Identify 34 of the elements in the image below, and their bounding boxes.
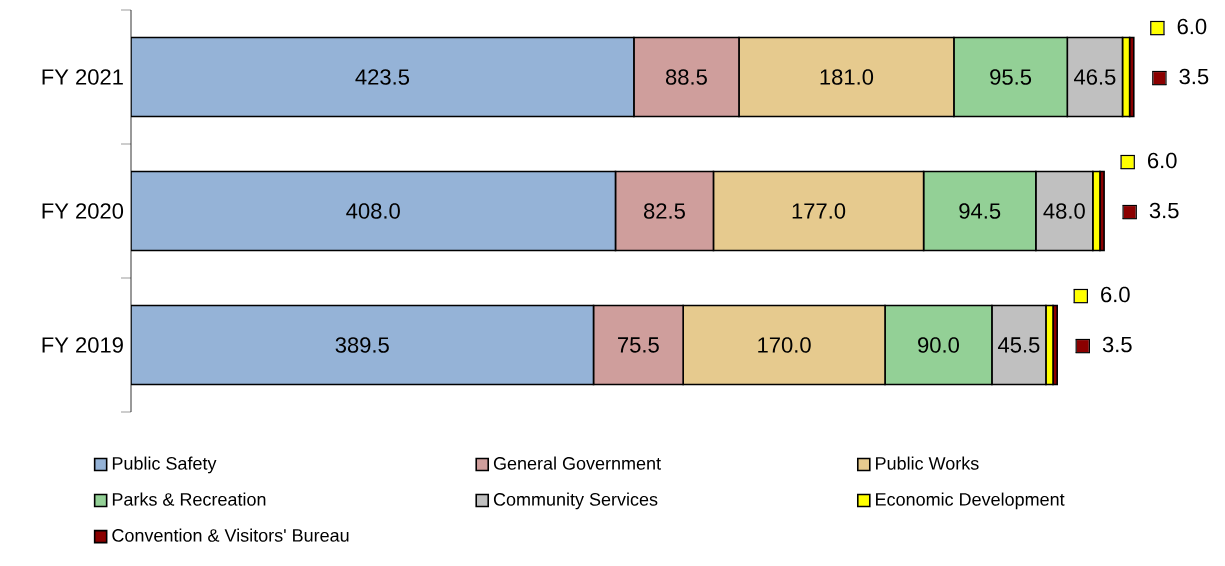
data-label: 389.5: [335, 337, 389, 353]
data-label: 46.5: [1073, 69, 1116, 85]
legend-label: Community Services: [493, 492, 658, 510]
y-tick-label: FY 2020: [42, 203, 124, 219]
data-label: 82.5: [644, 203, 685, 219]
data-label: 6.0: [1101, 286, 1130, 303]
legend-label: Parks & Recreation: [112, 492, 266, 506]
data-label: 6.0: [1148, 152, 1177, 169]
data-label: 170.0: [758, 337, 811, 353]
bar: [131, 304, 595, 386]
data-label: 408.0: [346, 203, 400, 219]
data-label: 95.5: [990, 69, 1032, 85]
y-tick-label: FY 2021: [42, 69, 123, 85]
data-label: 90.0: [918, 337, 959, 353]
data-label: 181.0: [820, 69, 874, 85]
legend-label: Economic Development: [876, 492, 1065, 510]
legend-label: Public Works: [876, 456, 979, 470]
data-label: 423.5: [355, 69, 410, 85]
legend-label: Convention & Visitors' Bureau: [112, 528, 349, 542]
bar: [131, 170, 617, 252]
data-label: 3.5: [1102, 336, 1132, 353]
data-label: 88.5: [665, 69, 707, 85]
data-label: 94.5: [959, 203, 1001, 219]
legend-label: General Government: [493, 456, 661, 470]
data-label: 3.5: [1149, 202, 1179, 219]
bar: [131, 36, 635, 118]
data-label: 48.0: [1043, 203, 1085, 219]
data-label: 75.5: [618, 337, 659, 353]
legend-label: Public Safety: [112, 456, 217, 474]
data-label: 177.0: [792, 203, 846, 219]
data-label: 3.5: [1179, 68, 1209, 85]
data-label: 6.0: [1177, 18, 1207, 35]
y-tick-label: FY 2019: [42, 337, 123, 353]
data-label: 45.5: [997, 337, 1040, 353]
